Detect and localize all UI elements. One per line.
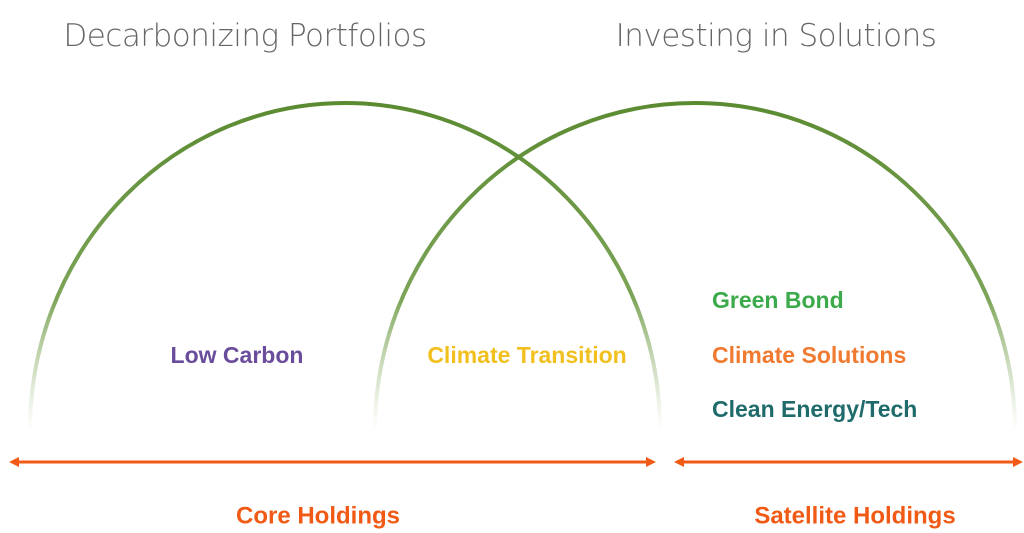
heading-right: Investing in Solutions	[616, 18, 937, 54]
region-overlap: Climate Transition	[427, 342, 626, 368]
satellite-label: Satellite Holdings	[754, 502, 955, 529]
region-left: Low Carbon	[171, 342, 304, 368]
region-right-item: Climate Solutions	[712, 342, 906, 368]
left-arc	[28, 101, 662, 431]
core-label: Core Holdings	[236, 502, 400, 529]
heading-left: Decarbonizing Portfolios	[63, 18, 426, 54]
region-right-item: Clean Energy/Tech	[712, 396, 917, 422]
region-right-item: Green Bond	[712, 287, 844, 313]
right-arc	[373, 101, 1017, 431]
